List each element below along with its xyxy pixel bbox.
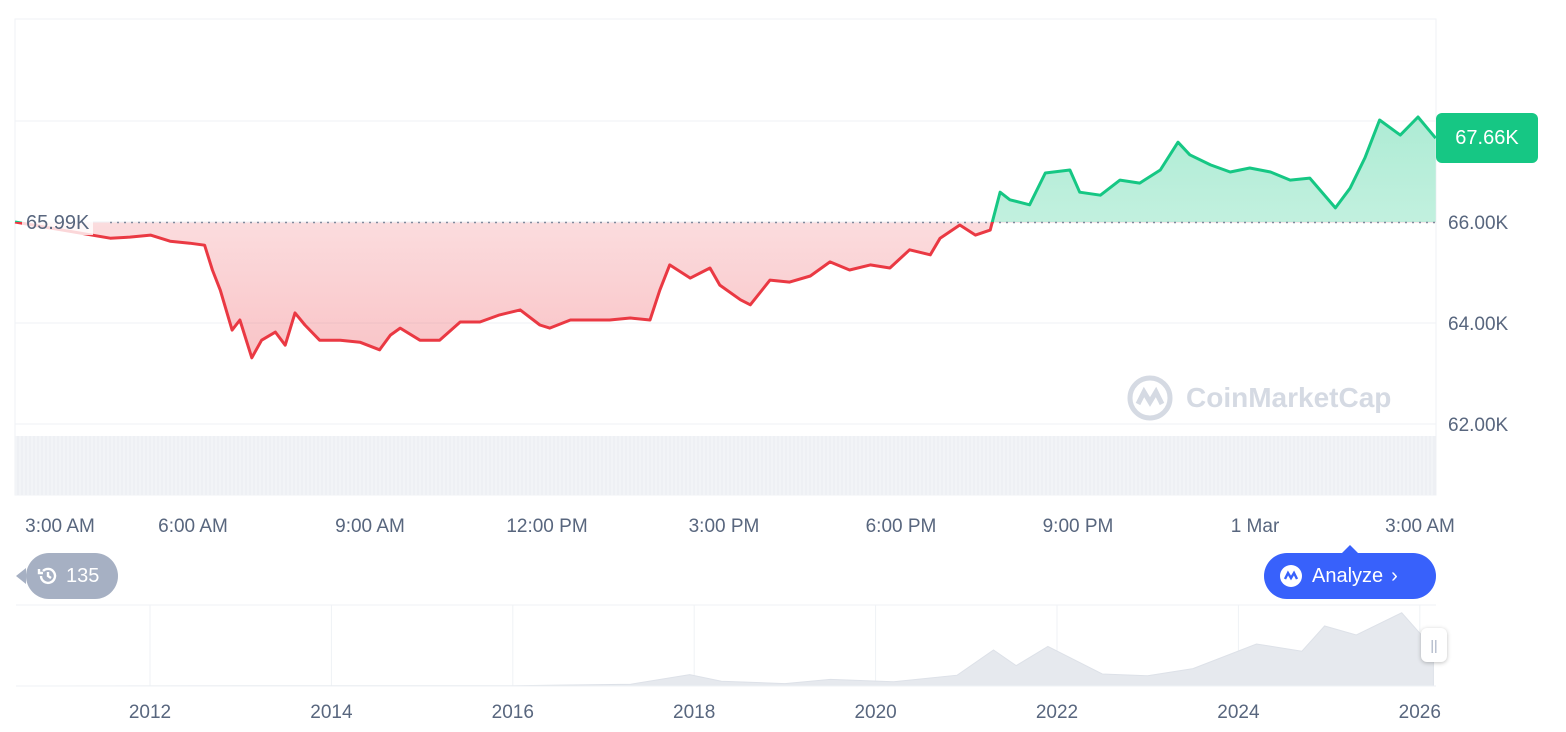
x-tick-label: 9:00 PM bbox=[1043, 516, 1114, 537]
x-tick-label: 6:00 AM bbox=[158, 516, 228, 537]
navigator-year-label: 2016 bbox=[492, 702, 534, 723]
price-line-up bbox=[15, 115, 1437, 222]
y-tick-label: 66.00K bbox=[1448, 213, 1509, 234]
reference-price-label: 65.99K bbox=[22, 212, 94, 235]
x-tick-label: 3:00 AM bbox=[25, 516, 95, 537]
navigator-year-label: 2020 bbox=[854, 702, 896, 723]
x-tick-label: 1 Mar bbox=[1231, 516, 1280, 537]
x-tick-label: 3:00 PM bbox=[689, 516, 760, 537]
x-tick-label: 9:00 AM bbox=[335, 516, 405, 537]
x-tick-label: 3:00 AM bbox=[1385, 516, 1455, 537]
watermark-text: CoinMarketCap bbox=[1186, 382, 1392, 413]
coinmarketcap-logo-icon bbox=[1127, 375, 1173, 421]
y-tick-label: 64.00K bbox=[1448, 314, 1509, 335]
navigator-year-label: 2014 bbox=[310, 702, 353, 723]
navigator-drag-handle[interactable]: || bbox=[1421, 628, 1447, 662]
history-count: 135 bbox=[66, 564, 100, 587]
area-above-reference bbox=[15, 117, 1436, 222]
price-line-down bbox=[14, 222, 994, 360]
x-tick-label: 12:00 PM bbox=[506, 516, 587, 537]
navigator-year-label: 2022 bbox=[1036, 702, 1078, 723]
analyze-button[interactable]: Analyze › bbox=[1264, 545, 1436, 599]
navigator-year-label: 2024 bbox=[1217, 702, 1260, 723]
coinmarketcap-watermark: CoinMarketCap bbox=[1126, 374, 1391, 422]
analyze-label: Analyze bbox=[1312, 564, 1384, 587]
chevron-right-icon: › bbox=[1391, 564, 1398, 587]
x-tick-label: 6:00 PM bbox=[866, 516, 937, 537]
current-price-tag: 67.66K bbox=[1436, 113, 1538, 163]
history-icon bbox=[37, 567, 57, 585]
navigator-area bbox=[16, 612, 1434, 687]
area-below-reference bbox=[15, 222, 1436, 358]
navigator-year-label: 2012 bbox=[129, 702, 171, 723]
navigator-year-label: 2026 bbox=[1399, 702, 1441, 723]
y-tick-label: 62.00K bbox=[1448, 415, 1509, 436]
coinmarketcap-ai-icon bbox=[1280, 565, 1302, 587]
navigator-year-label: 2018 bbox=[673, 702, 715, 723]
volume-bar-group bbox=[15, 436, 1433, 495]
history-badge[interactable]: 135 bbox=[16, 553, 118, 599]
